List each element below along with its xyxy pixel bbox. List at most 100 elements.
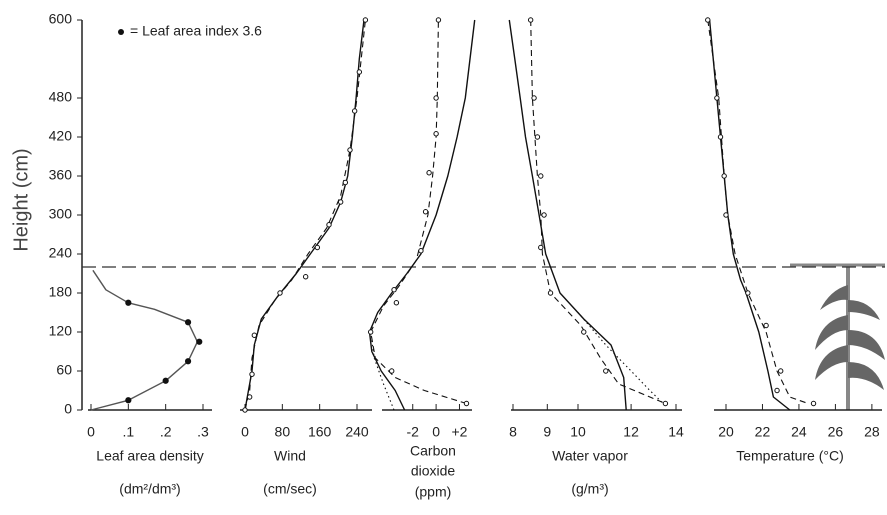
data-point [342, 179, 349, 186]
x-axis-title: Temperature (°C) [736, 448, 844, 464]
data-point [356, 69, 363, 75]
x-axis-title: (ppm) [415, 484, 452, 500]
profile-line [708, 19, 791, 411]
data-point [362, 17, 369, 23]
data-dot [162, 377, 169, 384]
x-tick-label: 240 [345, 424, 369, 440]
data-point [705, 17, 711, 23]
data-point [714, 95, 720, 101]
y-tick-label: 600 [49, 11, 73, 27]
x-tick-label: 28 [864, 424, 880, 440]
data-point [389, 368, 395, 374]
data-point [721, 173, 727, 179]
data-point [251, 332, 258, 338]
x-tick-label: 9 [543, 424, 551, 440]
y-tick-label: 420 [49, 128, 73, 144]
y-tick-label: 240 [49, 245, 73, 261]
x-tick-label: 22 [755, 424, 771, 440]
x-tick-label: 10 [570, 424, 586, 440]
data-point [326, 222, 332, 228]
data-point [531, 95, 537, 101]
data-point [435, 17, 442, 23]
data-point [422, 209, 429, 215]
y-tick-label: 480 [49, 89, 73, 105]
data-point [391, 287, 397, 293]
x-tick-label: 0 [87, 424, 95, 440]
y-tick-label: 360 [49, 167, 73, 183]
data-point [662, 400, 669, 407]
y-tick-label: 180 [49, 284, 73, 300]
x-axis-title: Leaf area density [96, 448, 203, 464]
data-point [777, 368, 784, 374]
x-tick-label: .3 [197, 424, 209, 440]
y-tick-label: 120 [49, 323, 73, 339]
data-dot [184, 358, 192, 365]
x-axis-title: Carbon [410, 443, 456, 459]
profile-line [90, 269, 199, 411]
y-axis-title: Height (cm) [10, 148, 32, 251]
data-point [538, 244, 544, 251]
data-point [302, 274, 309, 280]
x-axis-title: (dm²/dm³) [119, 481, 180, 497]
data-point [242, 407, 248, 413]
x-axis-title: Wind [274, 448, 306, 464]
data-point [433, 95, 439, 101]
annotation: = Leaf area index 3.6 [130, 23, 262, 39]
data-point [581, 329, 587, 335]
data-point [717, 134, 724, 140]
data-point [745, 290, 751, 296]
x-tick-label: .2 [160, 424, 172, 440]
data-point [426, 170, 432, 176]
profile-line [707, 19, 809, 405]
y-tick-label: 0 [64, 401, 72, 417]
data-point [541, 212, 547, 218]
data-point [763, 322, 769, 329]
legend-marker [118, 29, 124, 35]
data-point [249, 371, 255, 377]
data-point [547, 290, 554, 296]
x-tick-label: -2 [407, 424, 420, 440]
data-dot [184, 319, 192, 326]
x-tick-label: 8 [509, 424, 517, 440]
y-tick-label: 60 [56, 362, 72, 378]
x-tick-label: 80 [275, 424, 291, 440]
data-point [603, 368, 609, 374]
data-dot [125, 397, 132, 404]
data-point [351, 108, 358, 114]
corn-plant [790, 263, 885, 410]
profile-line [508, 19, 627, 411]
data-point [314, 244, 321, 251]
x-axis-title: dioxide [411, 463, 456, 479]
data-point [527, 17, 534, 23]
data-point [538, 173, 544, 179]
x-tick-label: 20 [718, 424, 734, 440]
profile-line [370, 19, 467, 405]
data-point [463, 400, 470, 407]
x-axis-title: (cm/sec) [263, 481, 317, 497]
profile-line [530, 19, 666, 405]
x-tick-label: +2 [451, 424, 467, 440]
data-point [277, 290, 283, 296]
data-point [774, 387, 780, 394]
x-tick-label: 24 [791, 424, 807, 440]
profile-line [368, 19, 476, 411]
profile-line [244, 19, 366, 411]
y-tick-label: 300 [49, 206, 73, 222]
data-point [534, 134, 541, 140]
x-tick-label: 160 [308, 424, 332, 440]
data-point [433, 131, 439, 137]
data-point [347, 147, 353, 153]
data-dot [125, 299, 132, 306]
data-point [367, 329, 374, 335]
data-point [393, 300, 400, 306]
profile-line [370, 331, 395, 411]
x-axis-title: (g/m³) [571, 481, 608, 497]
x-axis-title: Water vapor [552, 448, 628, 464]
x-tick-label: 12 [623, 424, 639, 440]
data-point [723, 212, 729, 218]
data-dot [196, 338, 203, 345]
data-point [337, 199, 344, 205]
x-tick-label: 14 [668, 424, 684, 440]
